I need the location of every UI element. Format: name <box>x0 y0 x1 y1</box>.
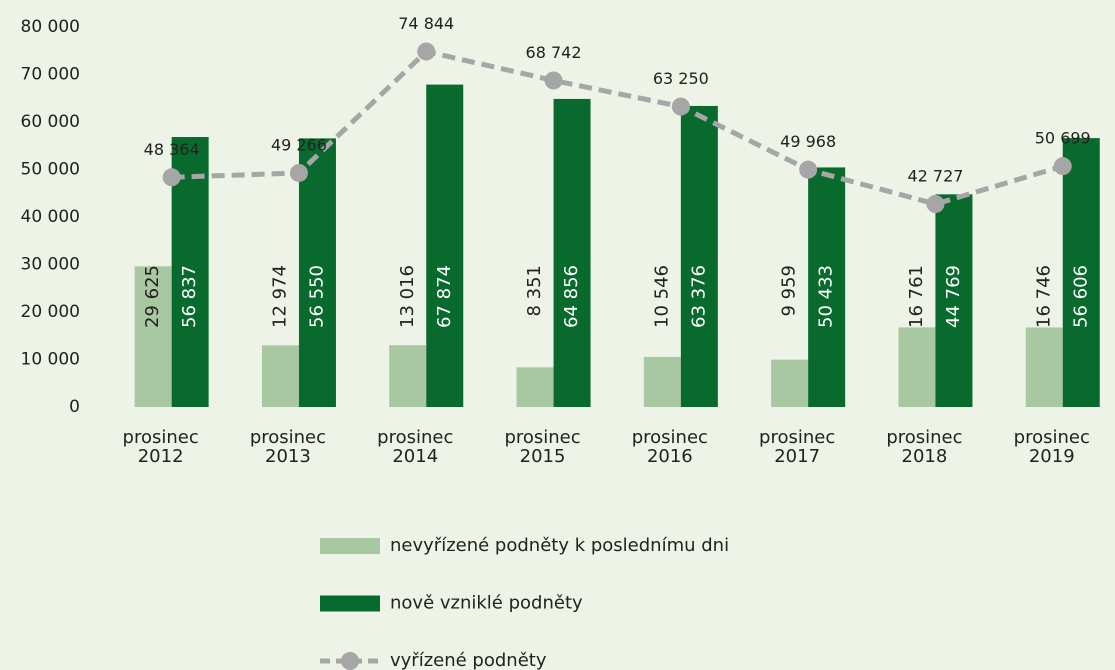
line-point <box>544 71 563 90</box>
bar <box>1025 327 1063 407</box>
line-value-label: 74 844 <box>398 14 454 33</box>
bar-value-label: 44 769 <box>943 265 964 328</box>
legend-swatch <box>320 538 380 554</box>
bar <box>680 105 718 408</box>
line-value-label: 42 727 <box>907 167 963 186</box>
line-value-label: 48 364 <box>144 140 200 159</box>
bar-value-label: 67 874 <box>434 265 455 328</box>
x-tick-label: prosinec 2014 <box>377 427 454 467</box>
bar-value-label: 64 856 <box>561 265 582 328</box>
bar <box>261 345 299 407</box>
bar-value-label: 63 376 <box>688 265 709 328</box>
line-point <box>162 168 181 187</box>
bar <box>771 359 809 407</box>
legend-label: nově vzniklé podněty <box>390 593 583 614</box>
bar-value-label: 16 746 <box>1033 265 1054 328</box>
legend-label: nevyřízené podněty k poslednímu dni <box>390 535 729 556</box>
bar <box>426 84 464 407</box>
bar <box>643 356 681 407</box>
x-tick-label: prosinec 2016 <box>631 427 708 467</box>
x-tick-label: prosinec 2018 <box>886 427 963 467</box>
x-tick-label: prosinec 2017 <box>759 427 836 467</box>
bar-value-label: 12 974 <box>269 265 290 328</box>
legend-label: vyřízené podněty <box>390 650 547 670</box>
line-point <box>417 42 436 61</box>
line-value-label: 50 699 <box>1035 129 1091 148</box>
y-tick-label: 70 000 <box>21 65 80 85</box>
y-tick-label: 20 000 <box>21 302 80 322</box>
y-tick-label: 60 000 <box>21 112 80 132</box>
bar-value-label: 56 606 <box>1070 265 1091 328</box>
x-tick-label: prosinec 2015 <box>504 427 581 467</box>
line-value-label: 49 266 <box>271 135 327 154</box>
x-tick-label: prosinec 2013 <box>249 427 327 467</box>
bar-value-label: 56 837 <box>179 265 200 328</box>
bar <box>298 138 336 407</box>
bar <box>898 327 936 407</box>
y-tick-label: 0 <box>69 397 80 417</box>
bar <box>1062 138 1100 407</box>
bar-value-label: 10 546 <box>651 265 672 328</box>
legend-swatch <box>341 652 359 670</box>
line-point <box>671 97 690 116</box>
bar-value-label: 50 433 <box>816 265 837 328</box>
bar <box>389 345 427 407</box>
line-point <box>289 163 308 182</box>
bar-value-label: 56 550 <box>306 265 327 328</box>
bar <box>516 367 554 407</box>
x-tick-label: prosinec 2019 <box>1013 427 1090 467</box>
bar-value-label: 29 625 <box>142 265 163 328</box>
line-value-label: 49 968 <box>780 132 836 151</box>
y-tick-label: 50 000 <box>21 160 80 180</box>
line-point <box>1053 157 1072 176</box>
bar <box>808 167 846 407</box>
bar-value-label: 13 016 <box>397 265 418 328</box>
line-point <box>799 160 818 179</box>
bar <box>553 98 591 408</box>
bar-value-label: 16 761 <box>906 265 927 328</box>
line-value-label: 63 250 <box>653 69 709 88</box>
y-tick-label: 40 000 <box>21 207 80 227</box>
bar <box>134 266 172 407</box>
line-point <box>926 195 945 214</box>
y-tick-label: 10 000 <box>21 350 80 370</box>
y-tick-label: 80 000 <box>21 17 80 37</box>
bar <box>935 194 973 407</box>
bar-value-label: 9 959 <box>779 265 800 317</box>
x-tick-label: prosinec 2012 <box>122 427 199 467</box>
y-tick-label: 30 000 <box>21 255 80 275</box>
legend-swatch <box>320 595 380 612</box>
line-value-label: 68 742 <box>526 43 582 62</box>
bar-value-label: 8 351 <box>524 265 545 317</box>
